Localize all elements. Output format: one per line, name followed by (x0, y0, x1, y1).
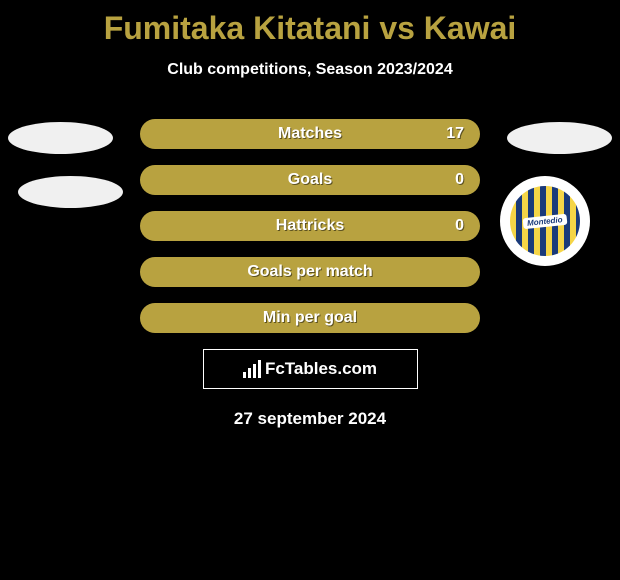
stat-label: Matches (278, 125, 342, 143)
stat-value: 17 (446, 125, 464, 143)
chart-icon (243, 360, 261, 378)
logo-box: FcTables.com (203, 349, 418, 389)
stat-label: Goals (288, 171, 332, 189)
stat-label: Min per goal (263, 309, 357, 327)
stat-bar: Matches 17 (140, 119, 480, 149)
stat-rows: Matches 17 Goals 0 Hattricks 0 Goals per match… (0, 119, 620, 333)
stat-label: Hattricks (276, 217, 344, 235)
stat-row: Goals per match (0, 257, 620, 287)
logo-text: FcTables.com (265, 359, 377, 379)
stat-value: 0 (455, 217, 464, 235)
date-text: 27 september 2024 (0, 409, 620, 429)
stat-row: Matches 17 (0, 119, 620, 149)
stat-label: Goals per match (247, 263, 372, 281)
stat-bar: Goals 0 (140, 165, 480, 195)
stat-bar: Hattricks 0 (140, 211, 480, 241)
stat-row: Goals 0 (0, 165, 620, 195)
stat-row: Hattricks 0 (0, 211, 620, 241)
stat-row: Min per goal (0, 303, 620, 333)
page-title: Fumitaka Kitatani vs Kawai (0, 0, 620, 47)
stat-bar: Goals per match (140, 257, 480, 287)
stat-value: 0 (455, 171, 464, 189)
stat-bar: Min per goal (140, 303, 480, 333)
subtitle: Club competitions, Season 2023/2024 (0, 61, 620, 79)
